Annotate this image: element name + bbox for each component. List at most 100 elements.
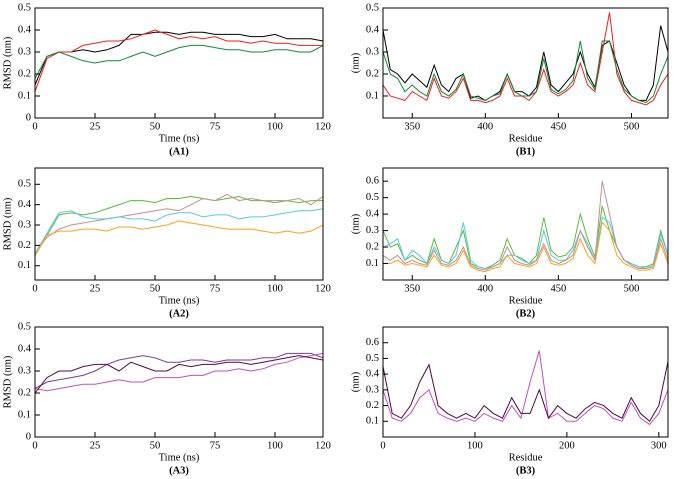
y-tick-label: 0.4 [18,343,32,354]
x-tick-label: 200 [559,440,575,451]
x-tick-label: 450 [551,283,567,294]
data-line [34,208,324,254]
y-tick-label: 0.5 [366,192,379,203]
y-axis-label: (nm) [350,213,361,234]
y-tick-label: 0.3 [366,46,379,57]
y-tick-label: 0.3 [18,46,31,57]
x-tick-label: 100 [467,440,483,451]
x-axis-label: Time (ns) [159,452,200,463]
y-tick-label: 0.4 [366,209,380,220]
x-axis-label: Residue [509,133,543,144]
y-tick-label: 0.1 [366,416,379,427]
panel-caption: (B3) [516,465,536,476]
x-tick-label: 120 [315,121,331,132]
x-axis-label: Residue [509,295,543,306]
y-axis-label: (nm) [350,52,361,73]
x-tick-label: 500 [624,121,640,132]
x-tick-label: 350 [404,283,420,294]
x-tick-label: 350 [404,121,420,132]
y-tick-label: 0.2 [18,240,31,251]
y-axis-label: (nm) [350,371,361,392]
y-axis-label: RMSD (nm) [2,197,13,250]
y-tick-label: 0.3 [18,219,31,230]
x-tick-label: 50 [150,440,161,451]
y-tick-label: 0.1 [366,258,379,269]
data-line [382,12,669,106]
x-tick-label: 100 [267,121,283,132]
y-tick-label: 0.5 [18,321,31,332]
plot-frame [382,167,669,281]
x-tick-label: 100 [267,440,283,451]
x-tick-label: 300 [651,440,667,451]
y-axis-label: RMSD (nm) [2,36,13,89]
panel-caption: (B1) [516,146,536,157]
data-line [382,25,669,101]
panel-caption: (A1) [169,146,189,157]
y-tick-label: 0.1 [18,90,31,101]
y-tick-label: 0.5 [366,353,379,364]
data-line [382,205,669,269]
panel-caption: (B2) [516,308,536,319]
data-line [383,221,669,273]
y-tick-label: 0 [26,112,31,123]
y-tick-label: 0.2 [18,68,31,79]
y-tick-label: 0.2 [366,400,379,411]
y-tick-label: 0.2 [18,387,31,398]
x-tick-label: 75 [210,440,221,451]
x-tick-label: 75 [210,283,221,294]
data-line [382,40,669,104]
data-line [34,29,323,92]
y-tick-label: 0.5 [18,2,31,13]
y-tick-label: 0.1 [366,90,379,101]
x-tick-label: 120 [315,440,331,451]
data-line [34,195,323,256]
x-tick-label: 100 [267,283,283,294]
y-tick-label: 0.2 [366,241,379,252]
data-line [34,44,324,79]
y-tick-label: 0.6 [366,176,379,187]
x-tick-label: 400 [477,283,493,294]
panel-caption: (A3) [169,465,189,476]
x-tick-label: 0 [32,121,37,132]
x-tick-label: 25 [90,283,101,294]
plot-frame [34,167,324,281]
y-tick-label: 0.1 [18,260,31,271]
data-line [34,220,324,256]
y-tick-label: 0.4 [366,369,380,380]
x-tick-label: 500 [624,283,640,294]
x-tick-label: 0 [380,440,385,451]
y-tick-label: 0 [26,431,31,442]
x-tick-label: 50 [150,283,161,294]
x-tick-label: 75 [210,121,221,132]
data-line [34,352,324,390]
data-line [34,355,324,394]
x-tick-label: 400 [477,121,493,132]
y-tick-label: 0.3 [18,365,31,376]
data-line [34,193,324,254]
x-axis-label: Residue [509,452,543,463]
x-tick-label: 50 [150,121,161,132]
x-tick-label: 120 [315,283,331,294]
y-axis-label: RMSD (nm) [2,355,13,408]
plot-frame [382,7,669,119]
x-axis-label: Time (ns) [159,133,200,144]
x-tick-label: 25 [90,121,101,132]
y-tick-label: 0.2 [366,68,379,79]
plot-frame [382,326,669,438]
y-tick-label: 0.4 [18,24,32,35]
x-tick-label: 0 [32,440,37,451]
x-tick-label: 450 [551,121,567,132]
y-tick-label: 0.4 [18,199,32,210]
panel-caption: (A2) [169,308,189,319]
x-axis-label: Time (ns) [159,295,200,306]
data-line [34,31,324,86]
y-tick-label: 0.5 [366,2,379,13]
y-tick-label: 0.6 [366,337,379,348]
y-tick-label: 0.3 [366,225,379,236]
plot-frame [34,7,324,119]
y-tick-label: 0.3 [366,384,379,395]
data-line [382,181,669,271]
data-line [382,361,669,423]
x-tick-label: 0 [32,283,37,294]
